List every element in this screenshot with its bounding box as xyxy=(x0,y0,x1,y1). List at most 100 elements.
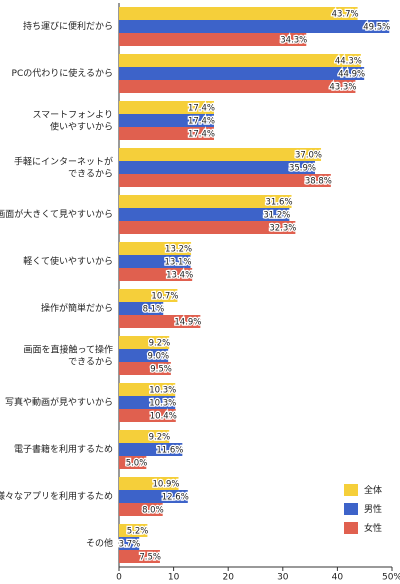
bar xyxy=(119,148,322,161)
bar xyxy=(119,383,176,396)
bar xyxy=(119,242,192,255)
bar xyxy=(119,302,164,315)
category-label-line: 使いやすいから xyxy=(50,120,113,132)
value-label: 9.5% xyxy=(150,365,172,375)
value-label: 10.7% xyxy=(151,292,178,302)
value-label: 9.2% xyxy=(149,339,171,349)
x-tick-label: 10 xyxy=(168,573,180,583)
bar xyxy=(119,409,176,422)
bar xyxy=(119,174,331,187)
bar xyxy=(119,477,179,490)
value-label: 5.2% xyxy=(127,527,149,537)
bar xyxy=(119,537,140,550)
category-label: 様々なアプリを利用するため xyxy=(0,490,113,502)
x-tick-label: 40 xyxy=(332,573,344,583)
category-label-line: 画面を直接触って操作 xyxy=(23,343,113,355)
value-label: 10.3% xyxy=(149,399,176,409)
bar xyxy=(119,208,290,221)
category-label: 操作が簡単だから xyxy=(41,302,113,314)
legend-label: 女性 xyxy=(364,522,382,534)
bar xyxy=(119,54,361,67)
category-label-line: できるから xyxy=(68,356,113,367)
bar xyxy=(119,503,163,516)
bar xyxy=(119,443,183,456)
value-label: 43.3% xyxy=(329,83,356,93)
bar xyxy=(119,127,215,140)
bar xyxy=(119,456,147,469)
bar xyxy=(119,20,390,33)
value-label: 8.0% xyxy=(142,506,164,516)
value-label: 10.3% xyxy=(149,386,176,396)
bar xyxy=(119,268,193,281)
value-label: 38.8% xyxy=(305,177,332,187)
legend-label: 男性 xyxy=(364,503,382,515)
bar xyxy=(119,161,316,174)
x-tick-label: 50% xyxy=(382,573,400,583)
value-label: 17.4% xyxy=(188,117,215,127)
bar xyxy=(119,101,215,114)
bar xyxy=(119,490,188,503)
bar xyxy=(119,362,171,375)
value-label: 7.5% xyxy=(139,553,161,563)
value-label: 44.3% xyxy=(335,57,362,67)
category-label: PCの代わりに使えるから xyxy=(12,67,113,79)
category-label: その他 xyxy=(86,537,113,549)
value-label: 11.6% xyxy=(156,446,183,456)
category-label: 電子書籍を利用するため xyxy=(14,443,113,455)
value-label: 43.7% xyxy=(332,10,359,20)
category-label: スマートフォンより使いやすいから xyxy=(32,109,113,132)
category-label: 持ち運びに便利だから xyxy=(23,20,113,32)
value-label: 37.0% xyxy=(295,151,322,161)
value-label: 17.4% xyxy=(188,104,215,114)
category-label-line: スマートフォンより xyxy=(32,109,113,120)
value-label: 14.9% xyxy=(174,318,201,328)
legend-label: 全体 xyxy=(364,484,382,496)
legend-swatch xyxy=(344,503,358,515)
category-label: 画面を直接触って操作できるから xyxy=(23,343,113,367)
bar xyxy=(119,221,296,234)
value-label: 8.1% xyxy=(143,305,165,315)
category-label: 画面が大きくて見やすいから xyxy=(0,208,113,220)
value-label: 3.7% xyxy=(119,540,141,550)
legend-swatch xyxy=(344,484,358,496)
value-label: 32.3% xyxy=(269,224,296,234)
bar xyxy=(119,396,176,409)
x-tick-label: 20 xyxy=(222,573,234,583)
bar xyxy=(119,289,178,302)
bar xyxy=(119,315,201,328)
value-label: 44.9% xyxy=(338,70,365,80)
x-tick-label: 30 xyxy=(277,573,289,583)
category-label-line: 手軽にインターネットが xyxy=(14,155,113,167)
value-label: 9.2% xyxy=(149,433,171,443)
value-label: 5.0% xyxy=(126,459,148,469)
bar xyxy=(119,33,307,46)
category-label-line: できるから xyxy=(68,168,113,179)
value-label: 10.9% xyxy=(152,480,179,490)
x-tick-label: 0 xyxy=(116,573,122,583)
value-label: 9.0% xyxy=(148,352,170,362)
value-label: 10.4% xyxy=(150,412,177,422)
bar xyxy=(119,7,358,20)
bar xyxy=(119,195,292,208)
value-label: 34.3% xyxy=(280,36,307,46)
value-label: 13.4% xyxy=(166,271,193,281)
value-label: 31.6% xyxy=(266,198,293,208)
bar xyxy=(119,430,170,443)
bar xyxy=(119,349,169,362)
value-label: 31.2% xyxy=(263,211,290,221)
category-label: 写真や動画が見やすいから xyxy=(5,396,113,408)
value-label: 12.6% xyxy=(162,493,189,503)
bar xyxy=(119,80,356,93)
category-label: 軽くて使いやすいから xyxy=(23,255,113,267)
bar xyxy=(119,114,215,127)
bar xyxy=(119,524,148,537)
bar xyxy=(119,550,160,563)
bar xyxy=(119,67,365,80)
bar xyxy=(119,336,170,349)
value-label: 35.9% xyxy=(289,164,316,174)
value-label: 49.5% xyxy=(363,23,390,33)
value-label: 13.2% xyxy=(165,245,192,255)
category-label: 手軽にインターネットができるから xyxy=(14,155,113,179)
